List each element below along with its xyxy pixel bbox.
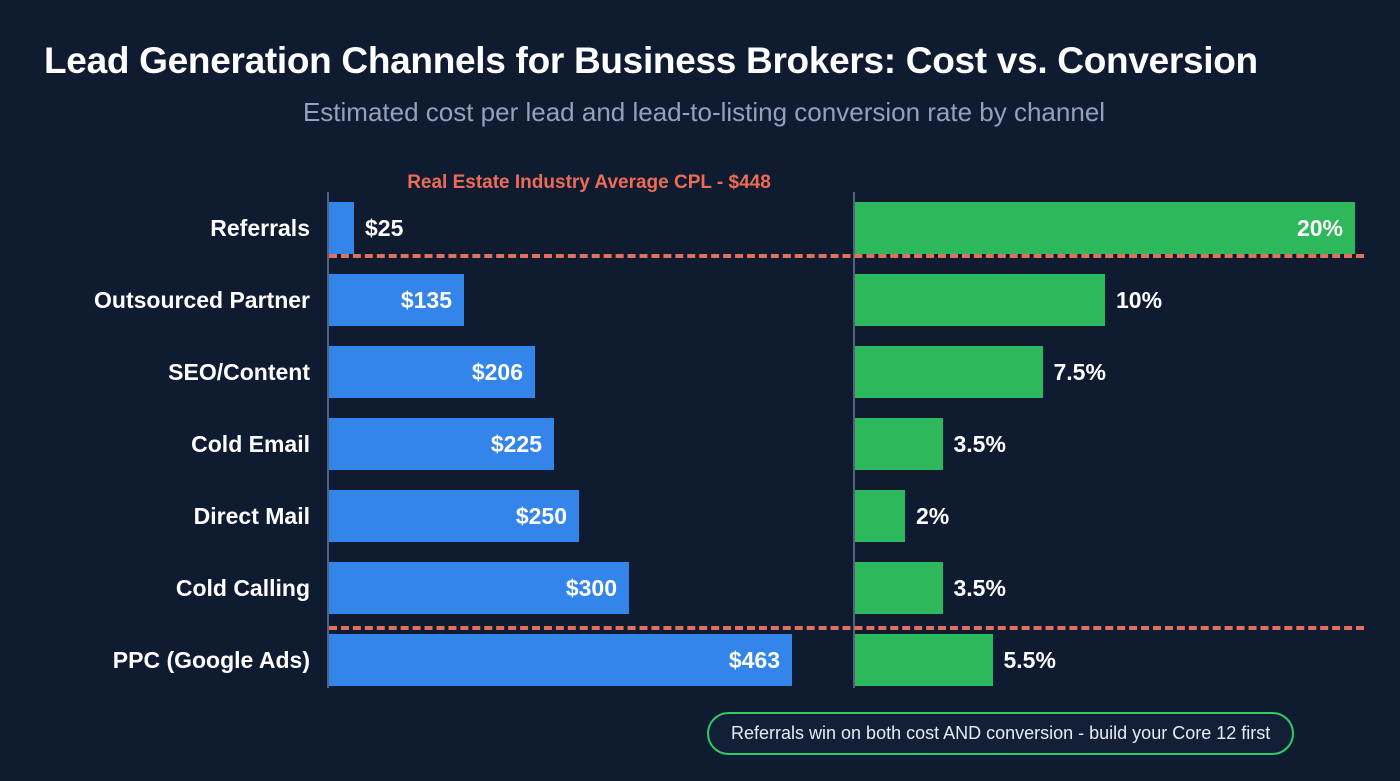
table-row: Referrals $25 20% (0, 202, 1400, 254)
conversion-bar-value: 3.5% (953, 575, 1006, 601)
cost-bar[interactable]: $463 (329, 634, 792, 686)
table-row: Outsourced Partner $135 10% (0, 274, 1400, 326)
chart-subtitle: Estimated cost per lead and lead-to-list… (302, 97, 1106, 127)
cost-bar[interactable]: $206 (329, 346, 535, 398)
threshold-line-bottom (329, 626, 1364, 630)
conversion-bar[interactable]: 3.5% (855, 418, 1006, 470)
conversion-bar-value: 5.5% (1003, 647, 1056, 673)
category-label: Direct Mail (193, 503, 310, 529)
cost-bar[interactable]: $250 (329, 490, 579, 542)
table-row: PPC (Google Ads) $463 5.5% (0, 634, 1400, 686)
cost-bar-value: $25 (365, 215, 404, 241)
conversion-bar-value: 7.5% (1053, 359, 1106, 385)
conversion-bar[interactable]: 7.5% (855, 346, 1106, 398)
page-title: Lead Generation Channels for Business Br… (44, 40, 1258, 81)
cost-bar-value: $300 (565, 575, 617, 601)
cost-bar-value: $463 (728, 647, 780, 673)
threshold-annotation-label: Real Estate Industry Average CPL - $448 (407, 172, 771, 193)
insight-callout: Referrals win on both cost AND conversio… (707, 712, 1295, 755)
cost-bar-value: $225 (490, 431, 542, 457)
threshold-line-top (329, 254, 1364, 258)
conversion-bar[interactable]: 3.5% (855, 562, 1006, 614)
table-row: Direct Mail $250 2% (0, 490, 1400, 542)
table-row: Cold Calling $300 3.5% (0, 562, 1400, 614)
cost-bar-value: $250 (515, 503, 567, 529)
table-row: SEO/Content $206 7.5% (0, 346, 1400, 398)
conversion-bar[interactable]: 2% (855, 490, 949, 542)
category-label: Cold Email (191, 431, 310, 457)
conversion-bar-value: 20% (1296, 215, 1343, 241)
category-label: Cold Calling (175, 575, 310, 601)
conversion-bar[interactable]: 5.5% (855, 634, 1056, 686)
conversion-bar[interactable]: 20% (855, 202, 1355, 254)
category-label: Referrals (210, 215, 310, 241)
cost-bar[interactable]: $225 (329, 418, 554, 470)
category-label: PPC (Google Ads) (112, 647, 310, 673)
cost-bar[interactable]: $300 (329, 562, 629, 614)
cost-bar-value: $135 (400, 287, 452, 313)
cost-bar[interactable]: $135 (329, 274, 464, 326)
conversion-bar-value: 3.5% (953, 431, 1006, 457)
conversion-bar-value: 2% (916, 503, 950, 529)
conversion-axis-line (853, 192, 855, 688)
table-row: Cold Email $225 3.5% (0, 418, 1400, 470)
conversion-bar-value: 10% (1116, 287, 1163, 313)
cost-axis-line (327, 192, 329, 688)
insight-callout-text: Referrals win on both cost AND conversio… (731, 723, 1271, 743)
category-label: Outsourced Partner (94, 287, 310, 313)
cost-bar[interactable]: $25 (329, 202, 403, 254)
conversion-bar[interactable]: 10% (855, 274, 1162, 326)
cost-bar-value: $206 (471, 359, 523, 385)
category-label: SEO/Content (168, 359, 310, 385)
